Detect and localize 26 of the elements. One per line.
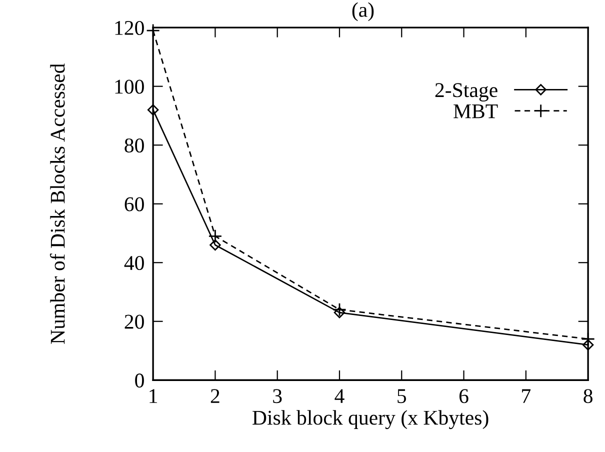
point	[332, 302, 346, 317]
point	[334, 306, 346, 318]
y-tick-label: 20	[124, 314, 144, 329]
y-tick-label: 0	[135, 374, 144, 388]
x-tick-label: 3	[273, 389, 282, 404]
point	[582, 339, 594, 350]
y-axis-title: Number of Disk Blocks Accessed	[50, 64, 65, 344]
x-tick-label: 4	[334, 389, 344, 403]
x-axis-title: Disk block query (x Kbytes)	[252, 410, 488, 430]
x-tick-label: 2	[210, 389, 220, 403]
legend-label: MBT	[454, 104, 498, 118]
x-tick-label: 5	[398, 389, 406, 404]
x-tick-label: 6	[459, 389, 468, 404]
point	[147, 104, 159, 116]
y-tick-label: 120	[115, 20, 144, 36]
x-tick-label: 1	[150, 389, 158, 403]
point	[210, 239, 221, 251]
point	[208, 229, 222, 244]
x-tick-label: 8	[584, 389, 592, 404]
chart-title: (a)	[352, 2, 374, 22]
y-tick-label: 80	[124, 138, 144, 153]
y-tick-label: 60	[124, 197, 144, 212]
y-tick-label: 100	[115, 80, 144, 94]
x-tick-label: 7	[522, 389, 531, 403]
y-tick-label: 40	[124, 256, 144, 270]
legend-label: 2-Stage	[435, 83, 498, 102]
